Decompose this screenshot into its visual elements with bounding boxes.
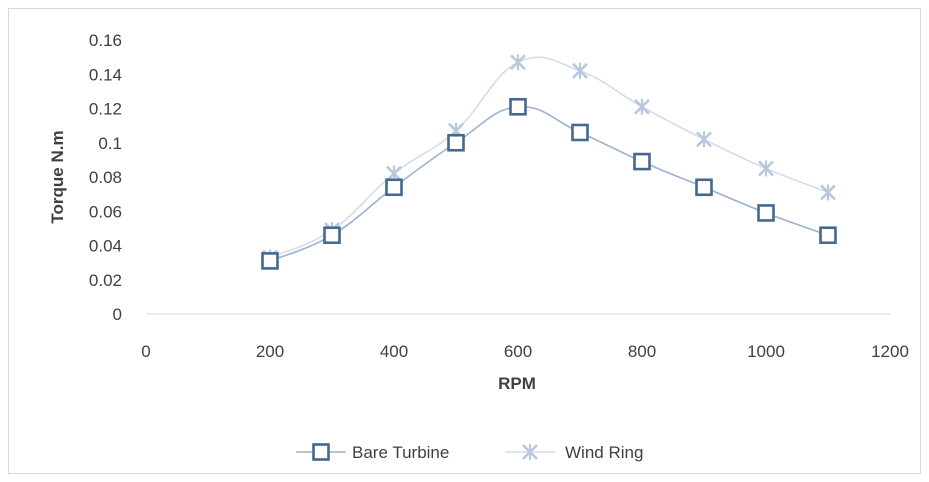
data-point-wind-ring bbox=[634, 98, 650, 115]
x-tick-label: 1200 bbox=[871, 342, 909, 361]
y-tick-label: 0.06 bbox=[89, 202, 122, 221]
data-point-wind-ring bbox=[572, 62, 588, 79]
data-point-bare-turbine bbox=[261, 252, 279, 270]
data-point-bare-turbine bbox=[447, 133, 465, 152]
data-point-bare-turbine bbox=[757, 204, 775, 222]
data-point-bare-turbine bbox=[695, 178, 713, 197]
data-point-bare-turbine bbox=[509, 97, 527, 116]
y-tick-label: 0 bbox=[113, 305, 122, 324]
series-markers bbox=[261, 54, 837, 270]
x-tick-labels: 0 200 400 600 800 1000 1200 bbox=[141, 342, 909, 361]
y-tick-labels: 0 0.02 0.04 0.06 0.08 0.1 0.12 0.14 0.16 bbox=[89, 31, 122, 324]
y-tick-label: 0.02 bbox=[89, 271, 122, 290]
legend-marker bbox=[522, 444, 538, 460]
y-tick-label: 0.1 bbox=[98, 134, 122, 153]
y-axis-title: Torque N.m bbox=[48, 130, 67, 223]
x-tick-label: 200 bbox=[256, 342, 284, 361]
y-tick-label: 0.08 bbox=[89, 168, 122, 187]
data-point-wind-ring bbox=[758, 160, 774, 177]
x-axis-title: RPM bbox=[498, 374, 536, 393]
legend-item-wind-ring: Wind Ring bbox=[505, 443, 643, 462]
data-point-bare-turbine bbox=[571, 123, 589, 142]
series-line-bare-turbine bbox=[269, 105, 829, 262]
y-tick-label: 0.04 bbox=[89, 237, 122, 256]
data-point-bare-turbine bbox=[385, 178, 403, 197]
x-tick-label: 600 bbox=[504, 342, 532, 361]
x-tick-label: 800 bbox=[628, 342, 656, 361]
series-line-wind-ring bbox=[269, 56, 829, 259]
legend-label: Wind Ring bbox=[565, 443, 643, 462]
series-lines bbox=[269, 56, 829, 262]
y-tick-label: 0.14 bbox=[89, 65, 122, 84]
x-tick-label: 0 bbox=[141, 342, 150, 361]
data-point-bare-turbine bbox=[819, 226, 837, 245]
legend: Bare Turbine Wind Ring bbox=[296, 443, 643, 462]
chart-frame bbox=[8, 8, 921, 474]
data-point-bare-turbine bbox=[323, 226, 341, 245]
data-point-wind-ring bbox=[696, 131, 712, 148]
legend-label: Bare Turbine bbox=[352, 443, 449, 462]
x-tick-label: 1000 bbox=[747, 342, 785, 361]
legend-marker bbox=[312, 443, 330, 461]
y-tick-label: 0.12 bbox=[89, 100, 122, 119]
y-tick-label: 0.16 bbox=[89, 31, 122, 50]
data-point-wind-ring bbox=[820, 184, 836, 201]
data-point-wind-ring bbox=[510, 54, 526, 71]
x-tick-label: 400 bbox=[380, 342, 408, 361]
data-point-bare-turbine bbox=[633, 152, 651, 171]
legend-item-bare-turbine: Bare Turbine bbox=[296, 443, 449, 462]
